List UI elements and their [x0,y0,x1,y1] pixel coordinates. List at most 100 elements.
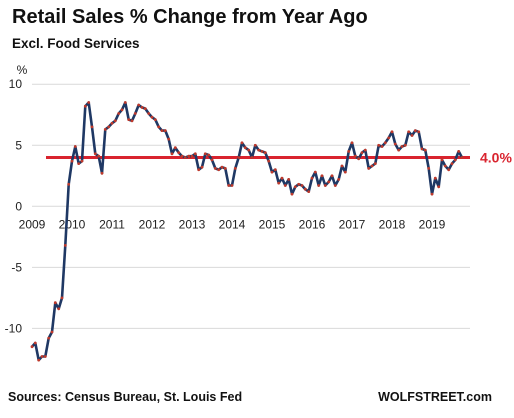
data-point [287,178,291,181]
data-point [257,148,261,152]
data-point [373,162,377,166]
data-point [97,154,101,158]
data-point [390,130,394,134]
data-point [417,130,421,134]
data-point [253,143,257,147]
data-point [200,165,204,169]
x-tick-label: 2014 [219,217,246,231]
data-point [280,176,284,180]
data-point [90,125,94,129]
y-tick-label: 10 [9,77,23,91]
data-point [337,178,341,181]
data-point [243,146,247,150]
source-note: Sources: Census Bureau, St. Louis Fed [8,390,243,404]
data-point [407,130,411,134]
data-point [357,157,361,161]
data-point [327,180,331,184]
x-tick-label: 2012 [139,217,166,231]
data-point [37,358,41,362]
chart-subtitle: Excl. Food Services [12,36,140,51]
reference-line-label-group: 4.0% [480,149,512,165]
data-point [330,174,334,178]
data-point [120,108,124,112]
data-point [303,187,307,191]
data-point [227,184,231,187]
data-point [73,145,77,148]
data-point [50,330,54,334]
data-point [133,112,137,115]
data-point [270,170,274,174]
x-tick-label: 2010 [59,217,86,231]
data-point [207,153,211,157]
series-retail-sales [30,101,464,362]
x-axis-ticks: 2009 2010 2011 2012 2013 2014 2015 2016 2017 2018… [19,217,446,231]
data-point [307,190,311,194]
data-point [193,152,197,156]
data-point [140,106,144,109]
data-point [150,115,154,119]
data-point [190,154,194,158]
data-point [60,296,64,300]
data-point [333,184,337,187]
data-point [80,159,84,163]
data-point [413,129,417,133]
data-point [370,164,374,168]
data-point [77,162,81,166]
data-point [423,148,427,152]
data-point [157,125,161,129]
data-point [57,307,61,311]
data-point [197,168,201,172]
y-tick-label: 0 [15,199,22,213]
data-point [30,345,34,349]
data-point [233,167,237,170]
data-point [107,125,111,129]
data-point [170,152,174,156]
data-point [403,143,407,147]
data-point [33,341,37,345]
data-point [293,185,297,189]
data-point [93,152,97,156]
data-point [177,151,181,155]
x-tick-label: 2017 [339,217,366,231]
data-point [360,151,364,155]
data-point [110,121,114,125]
data-point [83,104,87,108]
y-tick-label: -10 [5,321,23,335]
data-point [347,150,351,153]
data-point [283,184,287,187]
y-axis-label: % [17,63,28,77]
x-tick-label: 2018 [379,217,406,231]
data-point [273,168,277,172]
data-point [47,336,51,340]
y-tick-label: 5 [15,138,22,152]
data-point [317,184,321,187]
x-tick-label: 2019 [419,217,446,231]
data-point [427,167,431,170]
data-point [290,192,294,196]
data-point [163,129,167,133]
data-point [310,176,314,180]
data-point [183,156,187,159]
data-point [267,159,271,163]
data-point [87,101,91,104]
data-point [113,119,117,123]
x-tick-label: 2015 [259,217,286,231]
data-point [363,148,367,152]
data-point [210,158,214,162]
data-point [143,107,147,110]
data-point [343,170,347,174]
data-point [230,184,234,187]
data-point [247,148,251,152]
data-point [70,159,74,163]
data-point [167,137,171,141]
data-point [127,118,131,121]
data-point [393,142,397,146]
series-line [31,101,464,362]
data-point [457,150,461,153]
data-point [437,185,441,189]
data-point [173,146,177,150]
y-axis-ticks: -10 -5 0 5 10 [5,77,23,335]
x-tick-label: 2016 [299,217,326,231]
grid-lines [32,83,470,329]
data-point [320,174,324,178]
